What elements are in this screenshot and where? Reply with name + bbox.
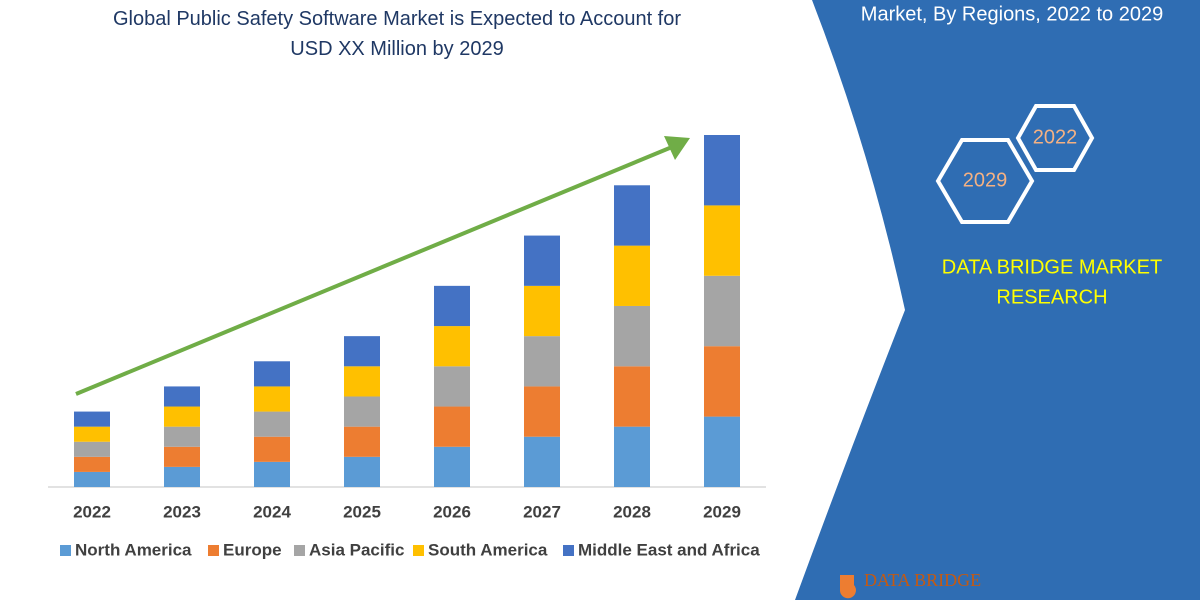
bar-segment [254,436,290,462]
legend-label: North America [75,540,192,559]
bar-segment [434,285,470,327]
bar-segment [524,235,560,286]
bar-segment [164,386,200,407]
bar-segment [434,406,470,447]
bar-segment [524,386,560,437]
bar-segment [254,386,290,412]
legend-label: Europe [223,540,282,559]
bar-segment [614,305,650,367]
bar-segment [434,446,470,487]
bar-segment [254,361,290,387]
bar-segment [74,471,110,487]
x-tick-label: 2029 [703,502,741,521]
bar-segment [524,436,560,487]
hexagon [935,138,1035,224]
bar-segment [704,346,740,417]
bar-segment [164,406,200,427]
side-panel [795,0,1200,600]
legend-swatch [60,545,71,556]
bar-segment [344,456,380,487]
logo-icon [840,575,856,599]
hexagon [1015,104,1095,172]
x-tick-label: 2026 [433,502,471,521]
bar-segment [704,275,740,347]
logo-text: DATA BRIDGE [864,570,981,590]
legend-label: Asia Pacific [309,540,404,559]
legend-label: South America [428,540,548,559]
x-tick-label: 2027 [523,502,561,521]
bar-segment [614,245,650,306]
x-tick-label: 2025 [343,502,381,521]
bar-segment [614,185,650,246]
x-tick-label: 2028 [613,502,651,521]
bar-segment [74,441,110,457]
hex-label: 2029 [963,169,1008,191]
legend-swatch [563,545,574,556]
bar-segment [614,426,650,487]
legend-swatch [413,545,424,556]
arrow-head [664,136,690,160]
x-tick-label: 2023 [163,502,201,521]
brand-text: RESEARCH [996,286,1107,308]
bar-segment [74,426,110,442]
bar-segment [524,285,560,337]
bar-segment [164,466,200,487]
bar-segment [704,416,740,487]
bar-segment [254,461,290,487]
bar-segment [704,205,740,276]
bar-segment [434,366,470,407]
bar-segment [524,336,560,387]
legend-label: Middle East and Africa [578,540,760,559]
legend-swatch [294,545,305,556]
bar-segment [344,336,380,367]
chart-title: Global Public Safety Software Market is … [113,8,681,60]
bar-segment [344,426,380,457]
bar-segment [74,456,110,472]
x-tick-label: 2024 [253,502,291,521]
bar-segment [164,426,200,447]
x-tick-label: 2022 [73,502,111,521]
bar-segment [74,411,110,427]
trend-arrow [75,145,673,396]
bar-segment [434,326,470,367]
bar-segment [704,135,740,206]
bar-segment [164,446,200,467]
bar-segment [344,366,380,397]
bar-segment [344,396,380,427]
panel-heading: Market, By Regions, 2022 to 2029 [861,3,1163,25]
brand-text: DATA BRIDGE MARKET [942,256,1162,278]
bar-segment [614,366,650,427]
bar-segment [254,411,290,437]
hex-label: 2022 [1033,126,1078,148]
legend-swatch [208,545,219,556]
